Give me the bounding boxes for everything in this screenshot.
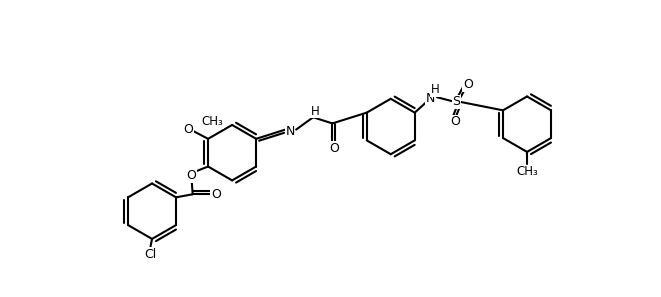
Text: CH₃: CH₃ bbox=[516, 165, 538, 178]
Text: H: H bbox=[311, 105, 320, 118]
Text: Cl: Cl bbox=[144, 248, 157, 261]
Text: N: N bbox=[286, 125, 295, 138]
Text: S: S bbox=[452, 95, 460, 108]
Text: O: O bbox=[450, 115, 459, 128]
Text: O: O bbox=[186, 169, 196, 182]
Text: O: O bbox=[329, 142, 339, 154]
Text: N: N bbox=[426, 91, 436, 105]
Text: CH₃: CH₃ bbox=[201, 115, 223, 128]
Text: H: H bbox=[430, 83, 439, 96]
Text: O: O bbox=[183, 123, 193, 136]
Text: O: O bbox=[463, 78, 473, 91]
Text: O: O bbox=[211, 188, 221, 201]
